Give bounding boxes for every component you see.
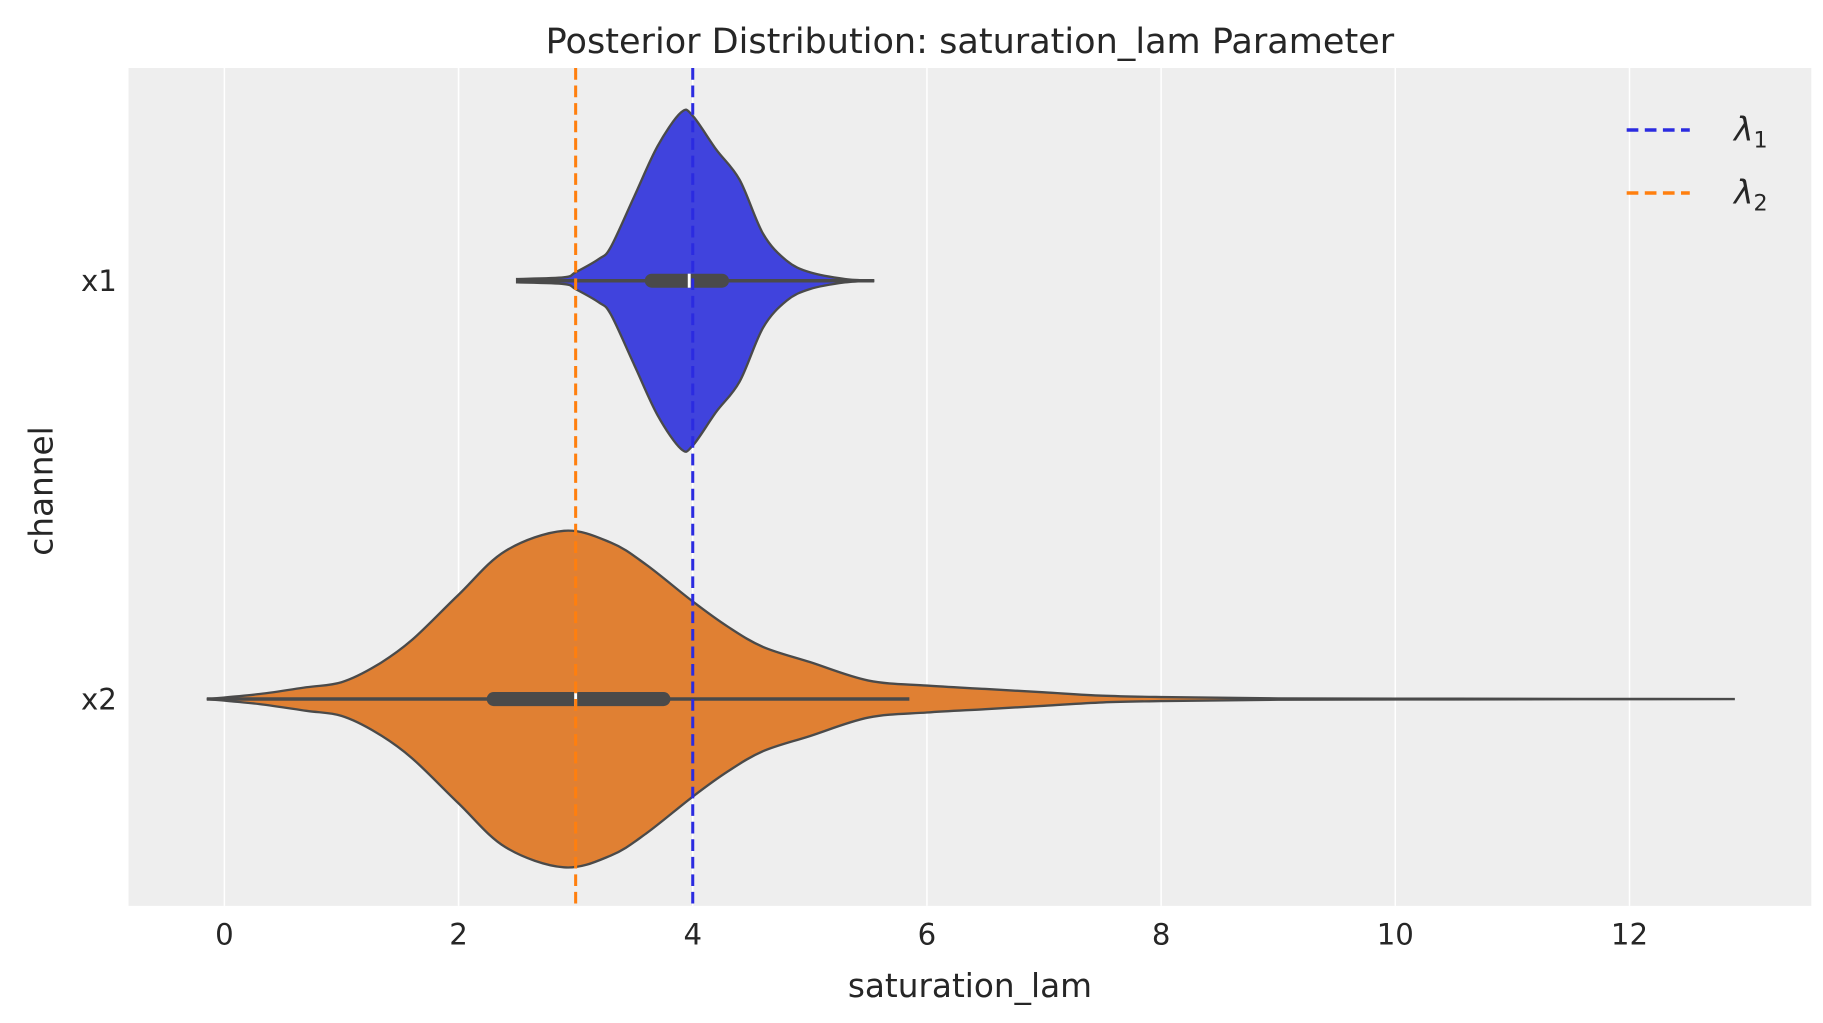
x-tick-label: 4 (683, 917, 702, 951)
x-tick-label: 0 (215, 917, 234, 951)
violin-x2 (206, 529, 1735, 869)
x-tick-label: 8 (1152, 917, 1171, 951)
y-tick-label: x2 (81, 683, 117, 717)
x-tick-label: 2 (449, 917, 468, 951)
violins (206, 108, 1735, 869)
x-axis-label: saturation_lam (848, 967, 1092, 1005)
y-ticks: x1 x2 (81, 264, 117, 716)
x-ticks: 0 2 4 6 8 10 12 (215, 917, 1648, 951)
y-axis-label: channel (23, 426, 61, 555)
plot-background (128, 68, 1812, 906)
x-tick-label: 10 (1377, 917, 1414, 951)
chart-title: Posterior Distribution: saturation_lam P… (546, 21, 1395, 62)
x-tick-label: 6 (918, 917, 937, 951)
y-tick-label: x1 (81, 264, 117, 298)
x-tick-label: 12 (1611, 917, 1648, 951)
